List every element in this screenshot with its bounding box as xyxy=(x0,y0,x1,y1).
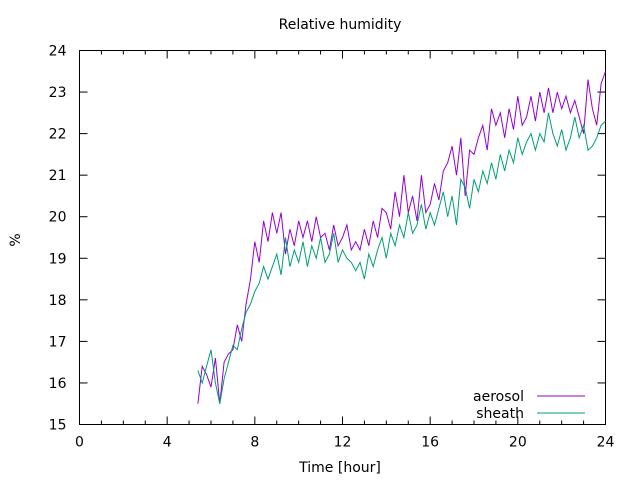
y-tick-label: 17 xyxy=(49,334,67,350)
y-axis-label: % xyxy=(8,233,24,246)
y-tick-label: 22 xyxy=(49,127,67,143)
y-tick-label: 20 xyxy=(49,210,67,226)
axis-ticks: 0 4 8 12 16 20 24 15 16 17 18 19 20 21 22 23 24 xyxy=(49,44,615,451)
legend-label-aerosol: aerosol xyxy=(473,389,524,405)
y-tick-label: 21 xyxy=(49,168,67,184)
y-tick-label: 19 xyxy=(49,251,67,267)
y-tick-label: 18 xyxy=(49,293,67,309)
x-tick-label: 4 xyxy=(163,435,172,451)
y-tick-label: 16 xyxy=(49,376,67,392)
x-axis-label: Time [hour] xyxy=(298,460,381,476)
x-tick-label: 24 xyxy=(597,435,615,451)
y-tick-label: 24 xyxy=(49,44,67,60)
legend: aerosol sheath xyxy=(473,389,585,422)
y-tick-label: 15 xyxy=(49,418,67,434)
series-line-aerosol xyxy=(197,71,606,404)
x-tick-label: 20 xyxy=(509,435,527,451)
series-line-sheath xyxy=(197,112,606,404)
x-tick-label: 0 xyxy=(75,435,84,451)
y-tick-label: 23 xyxy=(49,85,67,101)
legend-label-sheath: sheath xyxy=(476,406,524,422)
x-tick-label: 12 xyxy=(334,435,352,451)
x-tick-label: 16 xyxy=(421,435,439,451)
x-tick-label: 8 xyxy=(250,435,259,451)
series-lines xyxy=(197,71,606,404)
chart-title: Relative humidity xyxy=(279,17,402,33)
